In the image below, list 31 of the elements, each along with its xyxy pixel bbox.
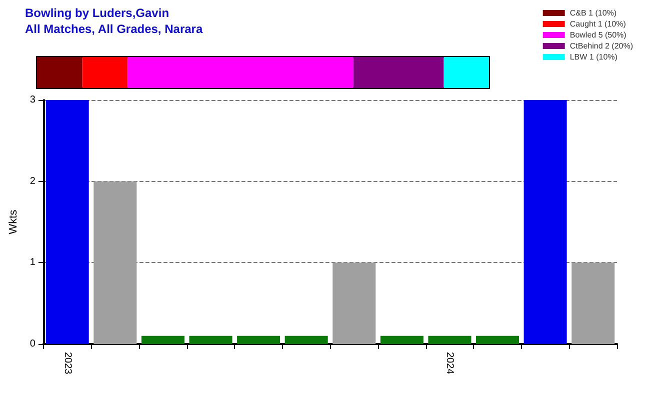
bar — [189, 336, 232, 344]
bar — [332, 262, 376, 344]
bar — [94, 181, 137, 344]
bar — [37, 57, 82, 88]
bar — [141, 336, 184, 344]
bar — [127, 57, 354, 88]
chart-title: Bowling by Luders,Gavin — [25, 6, 170, 20]
bar — [444, 57, 489, 88]
legend-label: Caught 1 (10%) — [570, 20, 626, 28]
bar — [524, 100, 567, 344]
legend-label: Bowled 5 (50%) — [570, 30, 627, 40]
bar — [237, 336, 280, 344]
bar — [284, 336, 328, 344]
y-tick-label: 1 — [30, 257, 36, 268]
y-axis-title: Wkts — [8, 209, 20, 234]
bar — [46, 100, 89, 344]
legend-label: C&B 1 (10%) — [570, 8, 617, 18]
bar — [353, 57, 444, 88]
bar — [380, 336, 424, 344]
y-tick-label: 0 — [30, 338, 36, 350]
bar — [572, 262, 615, 344]
x-tick-label: 2024 — [444, 352, 456, 375]
y-tick-label: 2 — [30, 176, 36, 187]
x-tick-label: 2023 — [62, 352, 73, 375]
legend-label: CtBehind 2 (20%) — [570, 42, 634, 50]
bar — [82, 57, 128, 88]
y-tick-label: 3 — [30, 94, 36, 106]
legend-label: LBW 1 (10%) — [570, 52, 618, 62]
chart-subtitle: All Matches, All Grades, Narara — [25, 22, 203, 36]
bar — [476, 336, 520, 344]
bar — [428, 336, 472, 344]
